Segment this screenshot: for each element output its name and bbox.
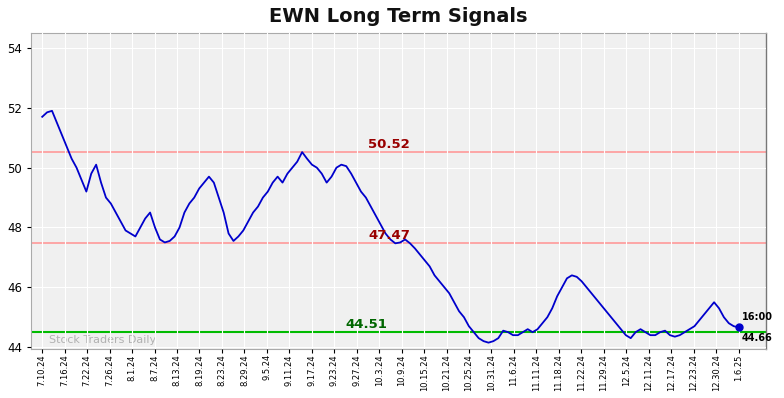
Title: EWN Long Term Signals: EWN Long Term Signals (269, 7, 528, 26)
Text: 44.51: 44.51 (346, 318, 387, 331)
Text: 16:00: 16:00 (742, 312, 773, 322)
Text: 47.47: 47.47 (368, 229, 410, 242)
Text: 44.66: 44.66 (742, 333, 773, 343)
Text: Stock Traders Daily: Stock Traders Daily (49, 335, 156, 345)
Text: 50.52: 50.52 (368, 138, 410, 150)
